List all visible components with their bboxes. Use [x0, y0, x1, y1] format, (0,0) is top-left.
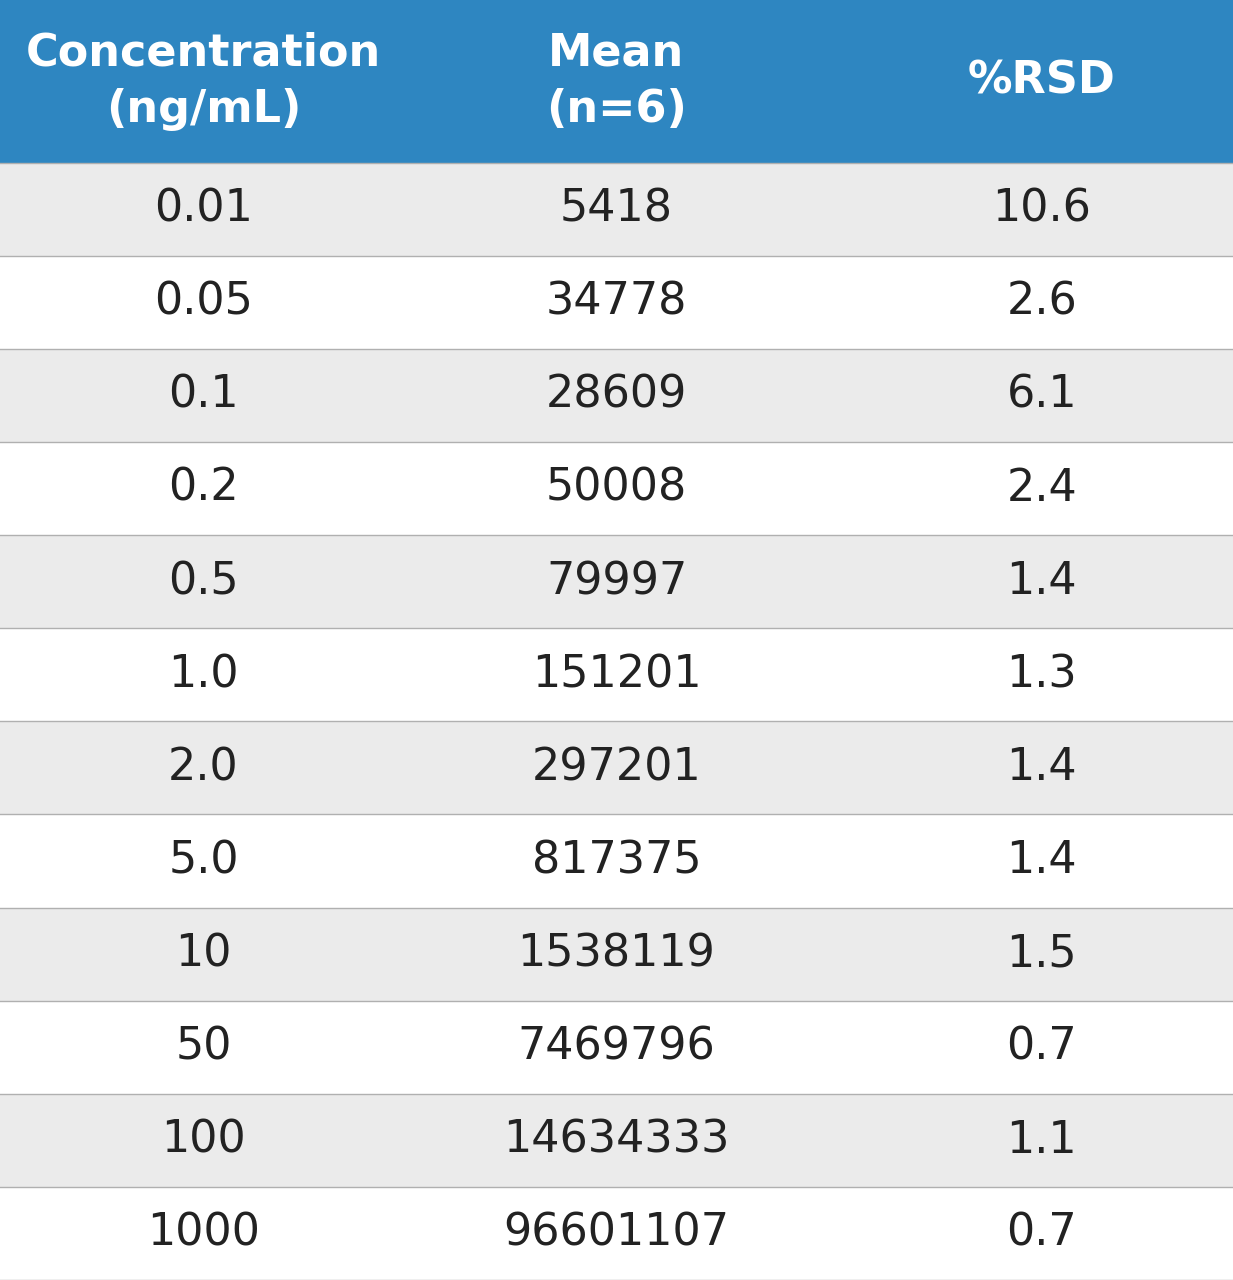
Text: 100: 100	[162, 1119, 245, 1162]
Text: 0.7: 0.7	[1006, 1025, 1078, 1069]
Text: 1.1: 1.1	[1006, 1119, 1078, 1162]
Text: 1538119: 1538119	[518, 933, 715, 975]
Text: 0.05: 0.05	[154, 280, 253, 324]
Text: 1.5: 1.5	[1006, 933, 1078, 975]
Bar	[0, 814, 1233, 908]
Text: 2.0: 2.0	[168, 746, 239, 790]
Text: 1.0: 1.0	[168, 653, 239, 696]
Text: 79997: 79997	[546, 561, 687, 603]
Text: 1.4: 1.4	[1006, 746, 1078, 790]
Bar	[0, 721, 1233, 814]
Bar	[0, 1187, 1233, 1280]
Text: 2.6: 2.6	[1006, 280, 1078, 324]
Bar	[0, 908, 1233, 1001]
Bar	[0, 1001, 1233, 1093]
Text: 1.4: 1.4	[1006, 561, 1078, 603]
Text: 14634333: 14634333	[503, 1119, 730, 1162]
Text: 1000: 1000	[147, 1212, 260, 1254]
Text: 6.1: 6.1	[1006, 374, 1078, 417]
Text: 10.6: 10.6	[993, 188, 1091, 230]
Bar	[0, 442, 1233, 535]
Text: 0.1: 0.1	[168, 374, 239, 417]
Text: 0.7: 0.7	[1006, 1212, 1078, 1254]
Bar	[0, 1093, 1233, 1187]
Bar	[0, 0, 1233, 163]
Text: Concentration
(ng/mL): Concentration (ng/mL)	[26, 32, 381, 131]
Text: 7469796: 7469796	[518, 1025, 715, 1069]
Text: 0.01: 0.01	[154, 188, 253, 230]
Bar	[0, 628, 1233, 721]
Text: 10: 10	[175, 933, 232, 975]
Text: 50: 50	[175, 1025, 232, 1069]
Text: 96601107: 96601107	[503, 1212, 730, 1254]
Text: 0.5: 0.5	[168, 561, 239, 603]
Text: Mean
(n=6): Mean (n=6)	[546, 32, 687, 131]
Text: 297201: 297201	[531, 746, 702, 790]
Bar	[0, 256, 1233, 348]
Text: 817375: 817375	[531, 840, 702, 882]
Text: 0.2: 0.2	[168, 467, 239, 509]
Text: 34778: 34778	[546, 280, 687, 324]
Text: 50008: 50008	[546, 467, 687, 509]
Text: 1.4: 1.4	[1006, 840, 1078, 882]
Text: 28609: 28609	[546, 374, 687, 417]
Bar	[0, 163, 1233, 256]
Text: 5418: 5418	[560, 188, 673, 230]
Text: 5.0: 5.0	[168, 840, 239, 882]
Bar	[0, 535, 1233, 628]
Text: 151201: 151201	[531, 653, 702, 696]
Text: 1.3: 1.3	[1006, 653, 1078, 696]
Text: 2.4: 2.4	[1006, 467, 1078, 509]
Bar	[0, 348, 1233, 442]
Text: %RSD: %RSD	[968, 60, 1116, 102]
